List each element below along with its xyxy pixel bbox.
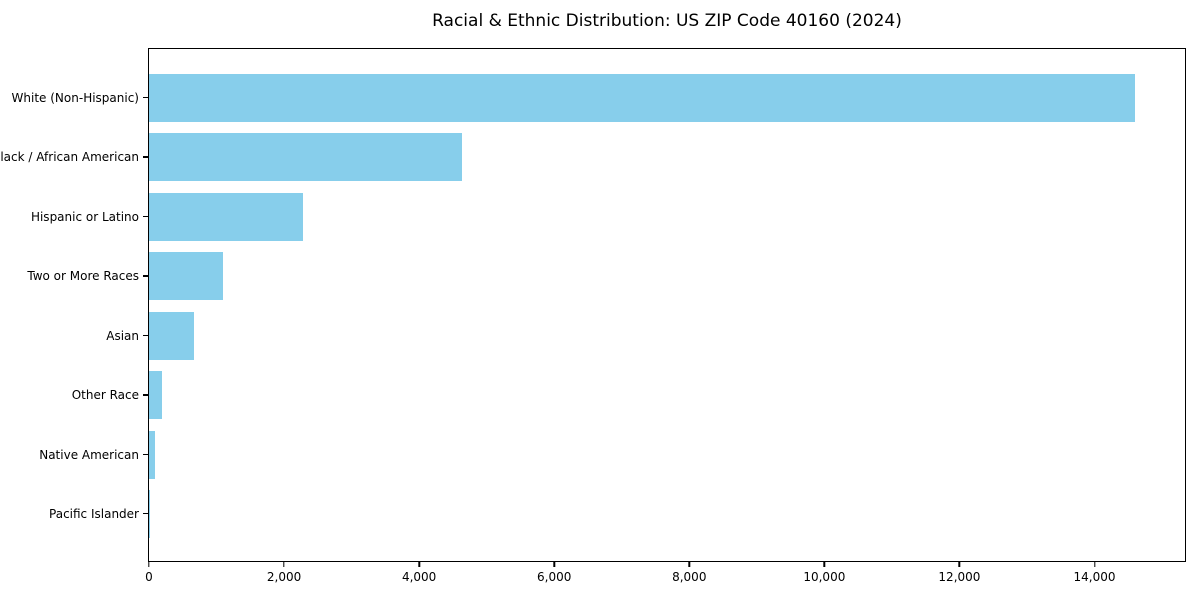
- x-tick: [553, 562, 555, 567]
- bar: [149, 74, 1136, 122]
- chart-title: Racial & Ethnic Distribution: US ZIP Cod…: [432, 11, 902, 31]
- y-tick: [143, 512, 148, 515]
- chart-row: Two or More Races: [27, 252, 1185, 301]
- chart-row: Asian: [106, 311, 1185, 360]
- x-tick: [283, 562, 285, 567]
- chart-row: Black / African American: [0, 133, 1185, 182]
- y-category-label: Hispanic or Latino: [30, 209, 139, 224]
- x-tick: [1093, 562, 1096, 567]
- bar: [149, 192, 303, 241]
- x-tick: [823, 562, 826, 567]
- x-tick-label: 2,000: [266, 570, 302, 584]
- y-tick: [143, 453, 148, 455]
- chart-row: Other Race: [72, 371, 1185, 420]
- bar: [149, 371, 163, 420]
- bar: [149, 133, 463, 182]
- chart-row: Hispanic or Latino: [31, 192, 1185, 241]
- y-category-label: White (Non-Hispanic): [11, 91, 139, 105]
- x-tick-label: 10,000: [803, 570, 846, 584]
- y-category-label: Black / African American: [0, 150, 139, 165]
- x-tick-label: 4,000: [401, 570, 437, 584]
- y-tick: [143, 394, 148, 396]
- bar: [149, 430, 156, 479]
- y-category-label: Two or More Races: [27, 269, 139, 284]
- x-tick-label: 6,000: [537, 570, 572, 584]
- y-tick: [143, 275, 148, 277]
- x-tick: [148, 562, 150, 567]
- x-tick: [688, 562, 690, 567]
- y-tick: [143, 215, 148, 218]
- y-category-label: Other Race: [71, 388, 139, 403]
- y-category-label: Asian: [106, 328, 139, 343]
- x-tick: [958, 562, 961, 567]
- bar: [149, 489, 150, 538]
- y-tick: [143, 334, 148, 337]
- x-tick-label: 12,000: [938, 570, 981, 584]
- bar: [149, 252, 223, 301]
- x-axis: 0 2,000 4,000 6,000 8,000 10,000 12,000 14,000: [145, 561, 1185, 595]
- x-tick-label: 8,000: [672, 570, 707, 584]
- bar-rows: White (Non-Hispanic) Black / African Amer…: [0, 49, 1185, 561]
- y-category-label: Native American: [39, 447, 139, 462]
- bar: [149, 311, 194, 360]
- chart-row: White (Non-Hispanic): [12, 74, 1185, 122]
- x-tick-label: 14,000: [1073, 570, 1116, 584]
- x-tick: [418, 562, 420, 567]
- x-tick-label: 0: [145, 570, 153, 584]
- y-tick: [143, 97, 148, 99]
- plot-area: White (Non-Hispanic) Black / African Amer…: [0, 48, 1186, 584]
- chart-row: Native American: [39, 430, 1185, 479]
- y-tick: [143, 156, 148, 158]
- y-category-label: Pacific Islander: [49, 506, 139, 521]
- chart-row: Pacific Islander: [49, 489, 1185, 538]
